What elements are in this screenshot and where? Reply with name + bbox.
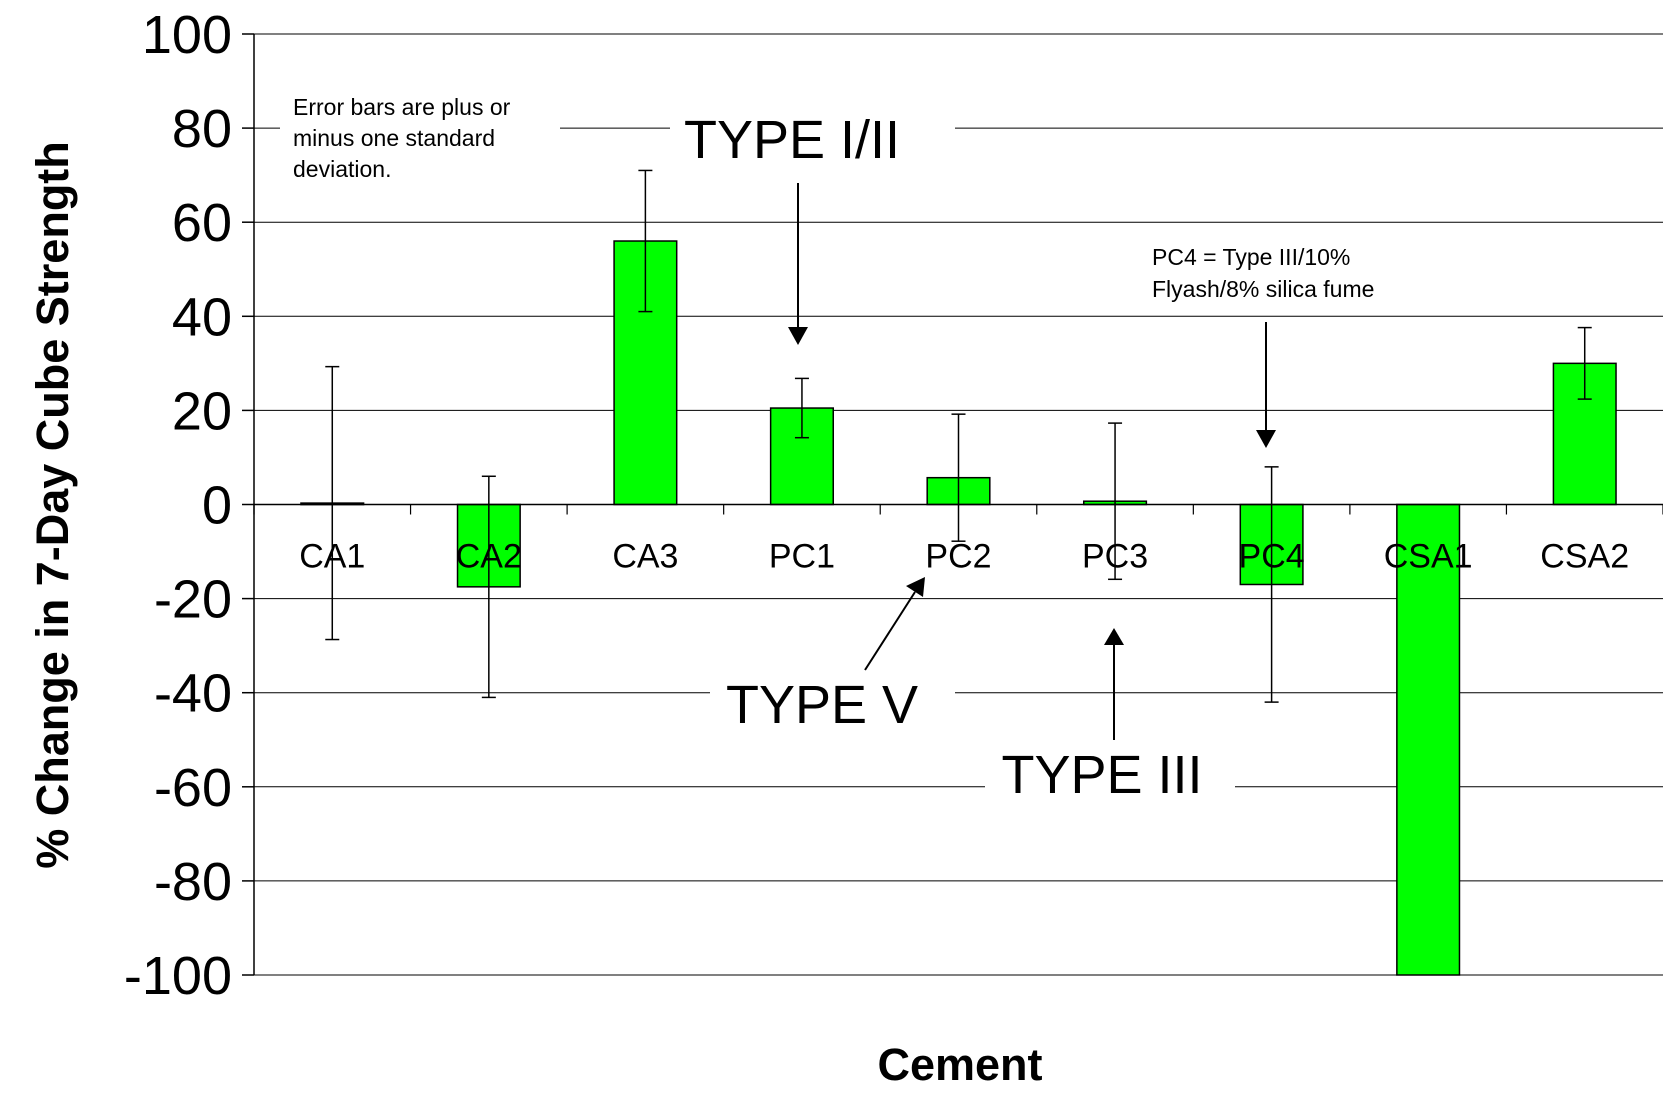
y-tick-label: 20 — [172, 381, 232, 441]
type-5-label: TYPE V — [726, 675, 918, 735]
x-tick-labels: CA1 CA2 CA3 PC1 PC2 PC3 PC4 CSA1 CSA2 — [299, 538, 1629, 576]
type-1-2-arrowhead — [788, 327, 808, 345]
x-tick-label: CSA2 — [1540, 538, 1629, 576]
y-tick-label: -80 — [154, 852, 232, 912]
pc4-arrowhead — [1256, 430, 1276, 448]
x-tick-label: PC3 — [1082, 538, 1148, 576]
type-3-arrowhead — [1104, 628, 1124, 645]
y-tick-label: 40 — [172, 287, 232, 347]
x-tick-label: PC2 — [925, 538, 991, 576]
type-5-arrow-shaft — [865, 592, 915, 670]
y-tick-label: 100 — [142, 5, 232, 65]
type-5-arrowhead — [906, 577, 925, 597]
y-tick-label: 0 — [202, 476, 232, 536]
x-axis-label: Cement — [877, 1039, 1042, 1090]
y-tick-label: -60 — [154, 758, 232, 818]
y-tick-label: -20 — [154, 570, 232, 630]
y-tick-labels: 100 80 60 40 20 0 -20 -40 -60 -80 -100 — [124, 5, 232, 1006]
x-tick-label: CA3 — [612, 538, 678, 576]
pc4-note: PC4 = Type III/10% Flyash/8% silica fume — [1152, 244, 1374, 302]
y-tick-label: 60 — [172, 193, 232, 253]
type-3-label: TYPE III — [1001, 745, 1202, 805]
y-tick-label: -40 — [154, 664, 232, 724]
type-1-2-label: TYPE I/II — [684, 110, 900, 170]
bars — [301, 241, 1616, 975]
x-tick-label: PC4 — [1239, 538, 1305, 576]
y-tick-label: 80 — [172, 99, 232, 159]
x-tick-label: CSA1 — [1384, 538, 1473, 576]
x-tick-label: CA1 — [299, 538, 365, 576]
y-tick-label: -100 — [124, 946, 232, 1006]
y-axis-label: % Change in 7-Day Cube Strength — [27, 141, 78, 869]
x-tick-label: PC1 — [769, 538, 835, 576]
x-tick-label: CA2 — [456, 538, 522, 576]
